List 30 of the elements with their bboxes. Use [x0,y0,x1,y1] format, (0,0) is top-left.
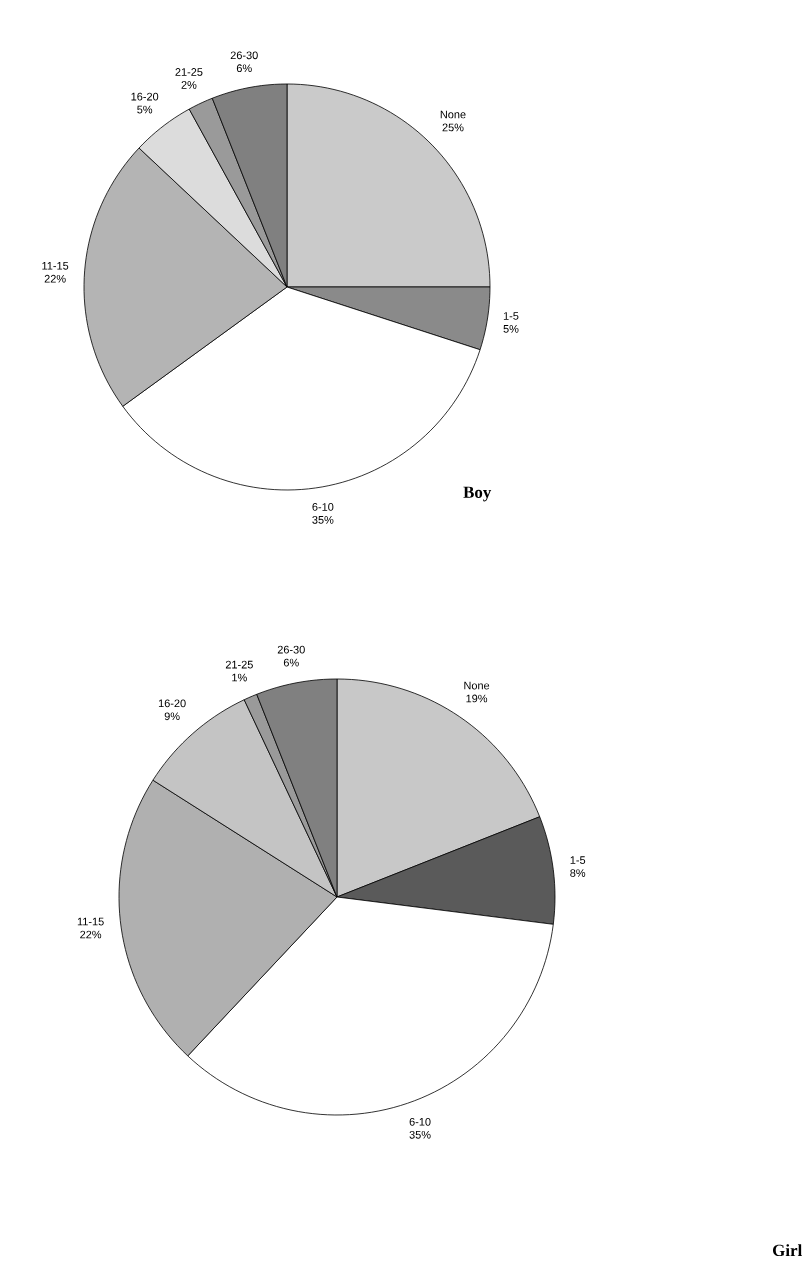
data-label: 19% [466,694,488,703]
slice-label: 6-10 [312,503,334,511]
data-label: 9% [164,712,180,721]
slice-label: 21-25 [175,68,203,76]
data-label: 5% [503,325,519,333]
slice-label: 26-30 [277,645,306,654]
data-label: 1% [232,673,248,682]
slice-label: 1-5 [504,312,519,320]
slice-label: 16-20 [131,92,159,101]
slice-label: 6-10 [409,1117,431,1126]
slice-label: None [464,681,490,690]
text: Girl [773,1244,803,1257]
data-label: 25% [442,123,464,132]
slice-label: 26-30 [230,51,259,60]
slice-label: None [440,110,466,119]
slice-label: 1-5 [570,856,586,864]
slice-label: 21-25 [226,660,254,669]
data-label: 35% [409,1130,431,1139]
data-label: 6% [237,64,252,73]
data-label: 22% [80,930,102,939]
data-label: 2% [181,81,197,89]
data-label: 8% [570,869,586,877]
data-label: 6% [284,658,299,667]
slice-label: 16-20 [159,699,186,708]
slice-label: 11-15 [42,262,69,270]
slice-label: 11-15 [78,917,104,926]
text: Boy [463,486,492,502]
data-label: 5% [137,105,153,114]
data-label: 35% [312,516,334,524]
data-label: 22% [44,274,66,283]
